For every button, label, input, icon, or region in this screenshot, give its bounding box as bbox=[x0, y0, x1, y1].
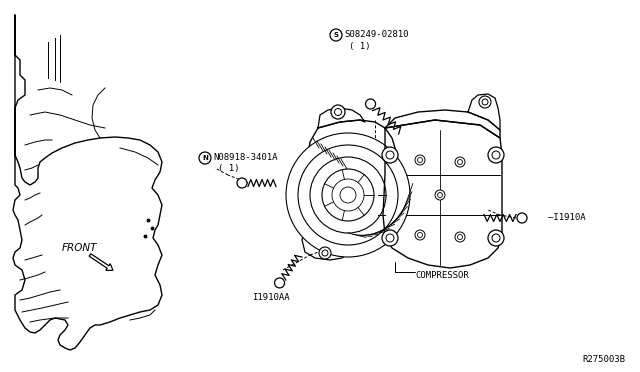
Circle shape bbox=[482, 99, 488, 105]
Circle shape bbox=[415, 155, 425, 165]
Circle shape bbox=[319, 247, 331, 259]
Circle shape bbox=[417, 157, 422, 163]
Text: R275003B: R275003B bbox=[582, 356, 625, 365]
Circle shape bbox=[286, 133, 410, 257]
Circle shape bbox=[365, 99, 376, 109]
Circle shape bbox=[310, 157, 386, 233]
Circle shape bbox=[488, 147, 504, 163]
Circle shape bbox=[479, 96, 491, 108]
Circle shape bbox=[275, 278, 285, 288]
Circle shape bbox=[458, 234, 463, 240]
Circle shape bbox=[492, 234, 500, 242]
Polygon shape bbox=[385, 110, 500, 138]
Polygon shape bbox=[318, 108, 365, 128]
Text: I1910AA: I1910AA bbox=[252, 294, 290, 302]
Text: N: N bbox=[202, 155, 208, 161]
Circle shape bbox=[492, 151, 500, 159]
Text: ( 1): ( 1) bbox=[218, 164, 239, 173]
Polygon shape bbox=[468, 94, 500, 130]
Text: FRONT: FRONT bbox=[62, 243, 97, 253]
Circle shape bbox=[386, 234, 394, 242]
Circle shape bbox=[382, 230, 398, 246]
Circle shape bbox=[435, 190, 445, 200]
Text: ( 1): ( 1) bbox=[349, 42, 371, 51]
Circle shape bbox=[331, 105, 345, 119]
Circle shape bbox=[517, 213, 527, 223]
Circle shape bbox=[438, 192, 442, 198]
Circle shape bbox=[298, 145, 398, 245]
Circle shape bbox=[415, 230, 425, 240]
Circle shape bbox=[455, 232, 465, 242]
Polygon shape bbox=[304, 120, 395, 252]
Text: N08918-3401A: N08918-3401A bbox=[213, 153, 278, 161]
Circle shape bbox=[417, 232, 422, 237]
Circle shape bbox=[199, 152, 211, 164]
Text: —I1910A: —I1910A bbox=[548, 212, 586, 221]
Circle shape bbox=[382, 147, 398, 163]
Circle shape bbox=[322, 169, 374, 221]
Circle shape bbox=[455, 157, 465, 167]
Circle shape bbox=[237, 178, 247, 188]
Polygon shape bbox=[302, 228, 350, 260]
Circle shape bbox=[330, 29, 342, 41]
Text: S: S bbox=[333, 32, 339, 38]
Circle shape bbox=[458, 160, 463, 164]
Circle shape bbox=[332, 179, 364, 211]
Polygon shape bbox=[383, 120, 502, 268]
Text: COMPRESSOR: COMPRESSOR bbox=[415, 270, 468, 279]
FancyArrow shape bbox=[89, 254, 113, 270]
Circle shape bbox=[335, 109, 342, 115]
Text: S08249-02810: S08249-02810 bbox=[344, 29, 408, 38]
Circle shape bbox=[386, 151, 394, 159]
Circle shape bbox=[488, 230, 504, 246]
Circle shape bbox=[322, 250, 328, 256]
Circle shape bbox=[340, 187, 356, 203]
